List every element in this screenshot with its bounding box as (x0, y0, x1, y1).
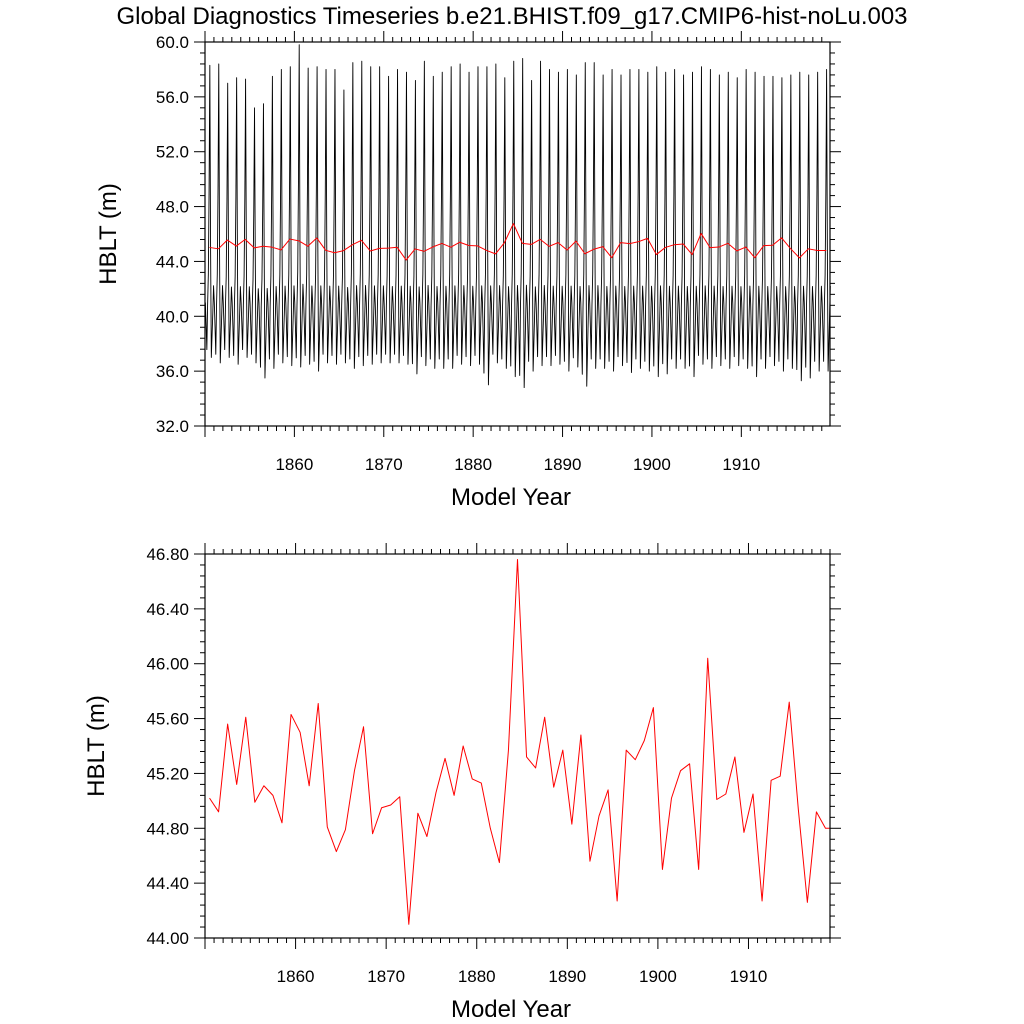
panel-top-series-monthly-line (204, 44, 831, 389)
panel-bottom-xtick-label: 1900 (639, 967, 677, 986)
panel-top-ytick-label: 60.0 (156, 33, 189, 52)
panel-top-xtick-label: 1890 (544, 455, 582, 474)
panel-top-ytick-label: 40.0 (156, 307, 189, 326)
panel-top-ytick-label: 52.0 (156, 143, 189, 162)
panel-bottom-series-annual-line (209, 558, 830, 925)
panel-bottom-xtick-label: 1910 (730, 967, 768, 986)
panel-bottom-ytick-label: 44.80 (146, 819, 189, 838)
panel-bottom-xtick-label: 1880 (458, 967, 496, 986)
panel-bottom-ytick-label: 46.00 (146, 655, 189, 674)
panel-top-ylabel: HBLT (m) (95, 183, 122, 285)
panel-bottom-ytick-label: 46.80 (146, 545, 189, 564)
panel-bottom-xtick-label: 1860 (277, 967, 315, 986)
panel-top-xtick-label: 1870 (365, 455, 403, 474)
panel-top-xtick-label: 1910 (722, 455, 760, 474)
panel-bottom-ytick-label: 44.40 (146, 874, 189, 893)
panel-bottom-ytick-label: 45.20 (146, 764, 189, 783)
panel-bottom: HBLT (m) Model Year 1860 1870 1880 1890 1900… (83, 543, 841, 1023)
panel-top-ytick-label: 32.0 (156, 417, 189, 436)
panel-bottom-xtick-label: 1870 (367, 967, 405, 986)
panel-top-ytick-label: 36.0 (156, 362, 189, 381)
panel-top-ytick-label: 48.0 (156, 198, 189, 217)
panel-top: HBLT (m) Model Year 1860 1870 1880 1890 1900… (95, 31, 841, 511)
panel-top-ytick-label: 44.0 (156, 252, 189, 271)
panel-bottom-ytick-label: 46.40 (146, 600, 189, 619)
panel-bottom-xlabel: Model Year (451, 996, 571, 1023)
panel-bottom-ytick-label: 45.60 (146, 710, 189, 729)
panel-top-xtick-label: 1860 (275, 455, 313, 474)
panel-top-xtick-label: 1900 (633, 455, 671, 474)
figure-title: Global Diagnostics Timeseries b.e21.BHIS… (116, 3, 907, 30)
panel-bottom-xtick-label: 1890 (548, 967, 586, 986)
panel-top-xlabel: Model Year (451, 484, 571, 511)
panel-top-xtick-label: 1880 (454, 455, 492, 474)
panel-bottom-ylabel: HBLT (m) (83, 695, 110, 797)
panel-bottom-frame (204, 553, 831, 939)
panel-top-series-annual-line (209, 223, 827, 261)
panel-top-ytick-label: 56.0 (156, 88, 189, 107)
panel-bottom-ytick-label: 44.00 (146, 929, 189, 948)
